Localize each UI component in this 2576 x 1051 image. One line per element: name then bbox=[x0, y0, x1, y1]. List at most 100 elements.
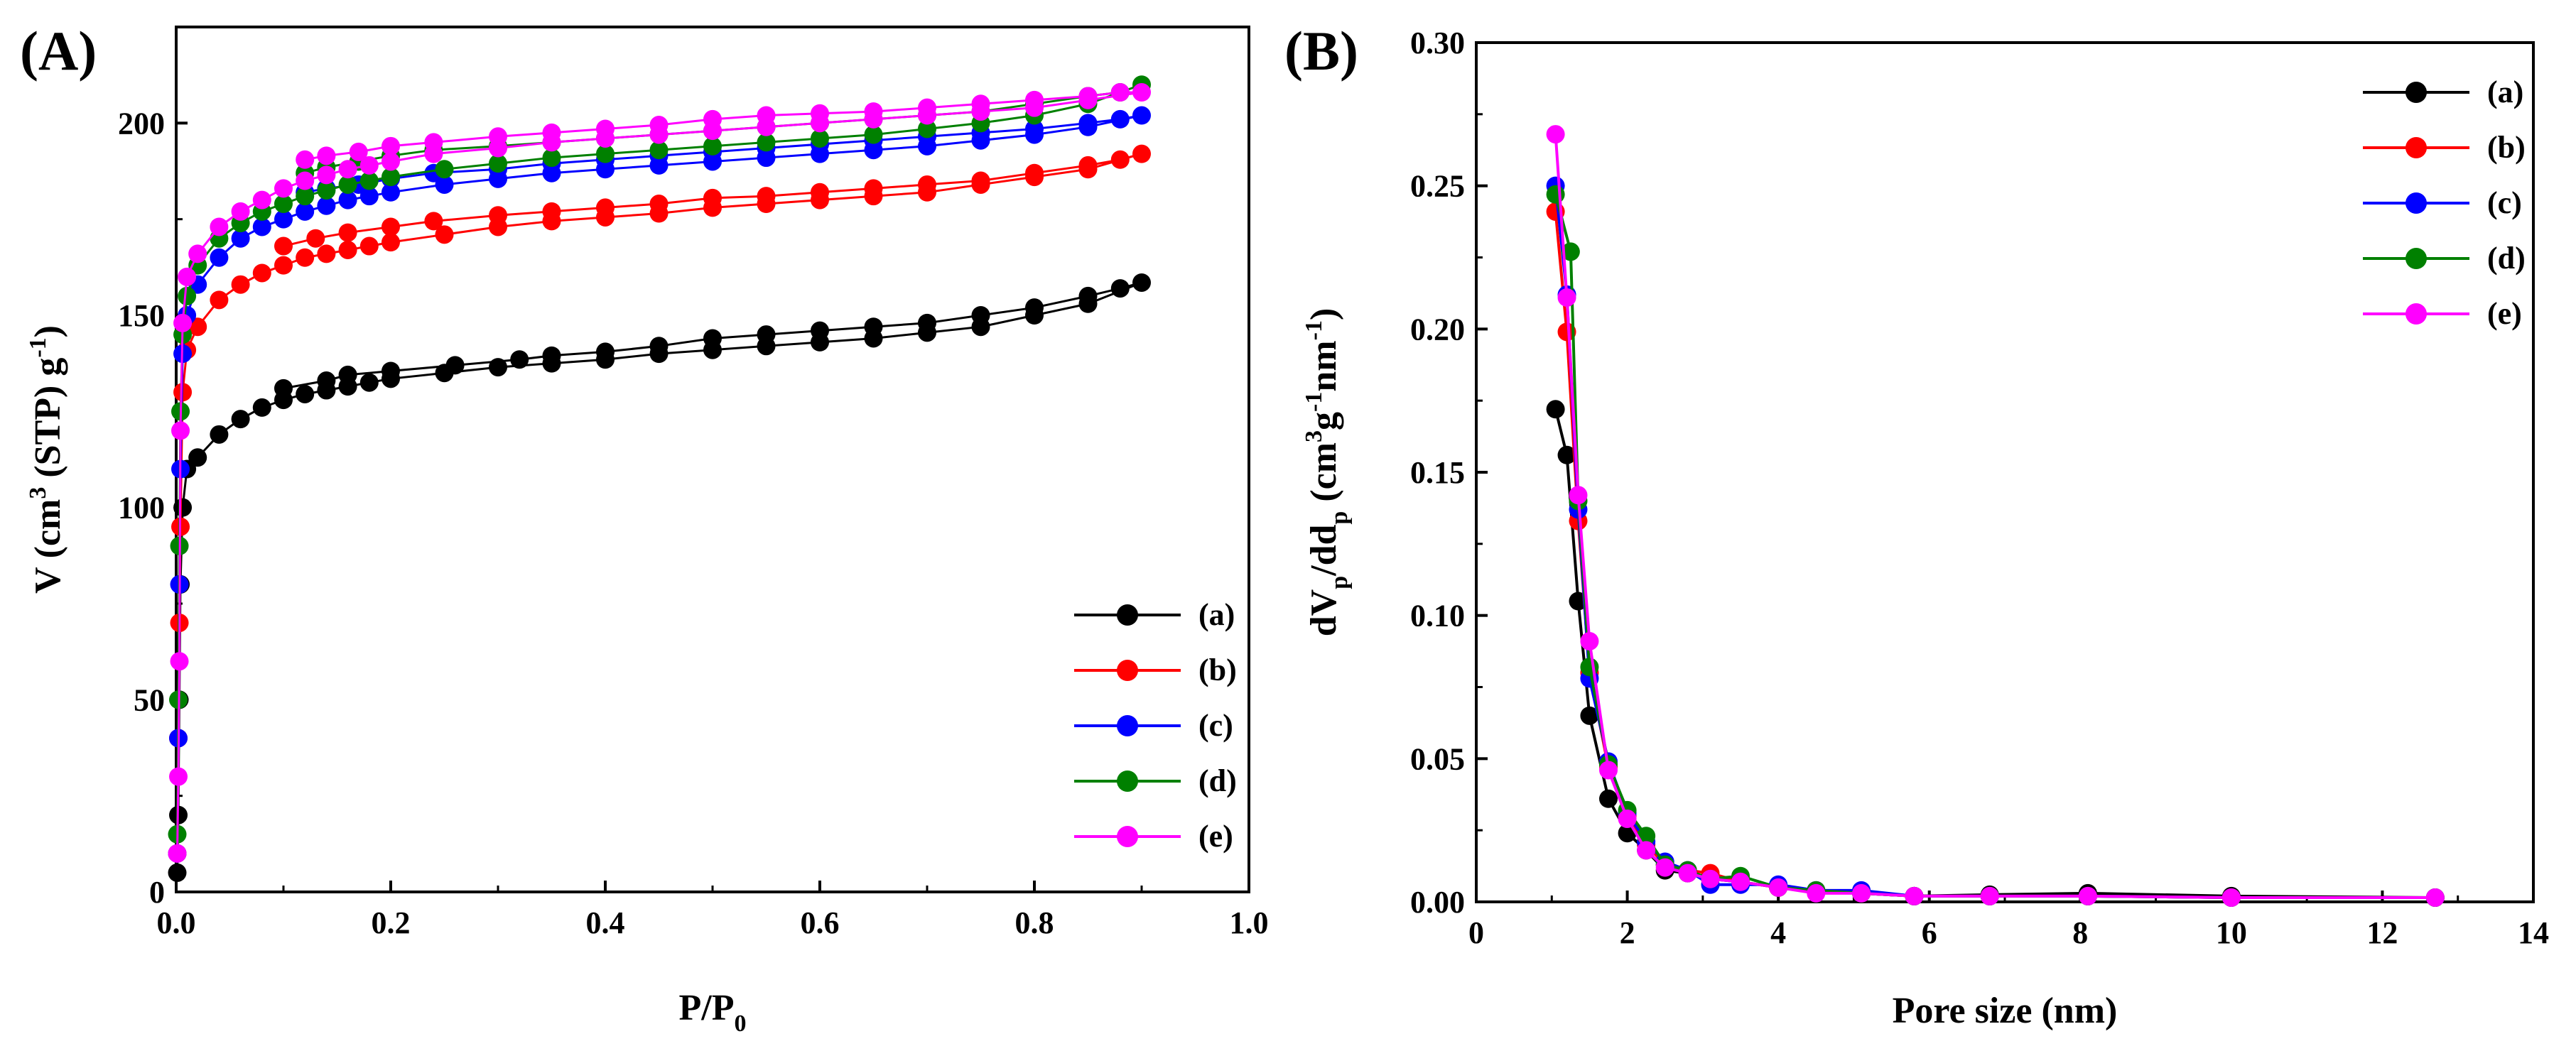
legend-label: (c) bbox=[1198, 708, 1233, 743]
data-point-e bbox=[1599, 761, 1618, 780]
data-point-e bbox=[811, 104, 829, 123]
data-point-e bbox=[703, 109, 722, 129]
a-x-tick-label: 0.6 bbox=[801, 905, 840, 940]
data-point-e bbox=[381, 152, 400, 171]
data-point-a bbox=[918, 313, 936, 332]
data-point-b bbox=[296, 248, 315, 267]
panel-b-y-label-f: ) bbox=[1304, 308, 1344, 320]
data-point-d bbox=[757, 133, 776, 152]
data-point-e bbox=[1569, 486, 1588, 505]
panel-b-y-label-sub1: p bbox=[1326, 576, 1353, 589]
data-point-e bbox=[424, 133, 443, 152]
data-point-a bbox=[188, 448, 207, 467]
series-line-c bbox=[176, 114, 1142, 854]
a-y-tick-label: 50 bbox=[134, 682, 165, 717]
b-x-tick-label: 12 bbox=[2366, 915, 2398, 950]
data-point-d bbox=[338, 175, 357, 194]
data-point-d bbox=[317, 181, 336, 200]
legend-label: (b) bbox=[1198, 653, 1237, 687]
panel-a-y-label-c: ) bbox=[28, 325, 68, 337]
data-point-b bbox=[306, 229, 325, 248]
data-point-e bbox=[210, 217, 229, 236]
data-point-b bbox=[971, 171, 990, 190]
data-point-b bbox=[274, 256, 293, 275]
legend-marker bbox=[2405, 137, 2427, 158]
panel-a-series bbox=[168, 75, 1151, 882]
data-point-c bbox=[317, 196, 336, 215]
legend-label: (c) bbox=[2487, 185, 2522, 220]
data-point-d bbox=[703, 136, 722, 156]
data-point-a bbox=[1580, 706, 1599, 725]
data-point-c bbox=[1110, 109, 1130, 129]
data-point-e bbox=[1980, 886, 1999, 905]
panel-b-y-label-b: /dd bbox=[1304, 525, 1344, 577]
data-point-e bbox=[1731, 872, 1750, 891]
legend-label: (e) bbox=[1198, 819, 1233, 854]
data-point-b bbox=[231, 275, 250, 294]
panel-b-x-axis-label: Pore size (nm) bbox=[1893, 991, 2118, 1031]
panel-b-y-axis-label: dVp/ddp (cm3g-1nm-1) bbox=[1301, 308, 1353, 637]
data-point-e bbox=[381, 136, 400, 156]
data-point-c bbox=[1132, 106, 1151, 125]
data-point-d bbox=[381, 168, 400, 187]
b-x-tick-label: 14 bbox=[2518, 915, 2549, 950]
a-x-tick-label: 1.0 bbox=[1230, 905, 1269, 940]
data-point-d bbox=[359, 171, 379, 190]
data-point-d bbox=[274, 195, 293, 214]
data-point-e bbox=[252, 190, 271, 209]
data-point-e bbox=[2221, 888, 2241, 907]
data-point-e bbox=[649, 116, 669, 135]
data-point-b bbox=[1025, 163, 1044, 183]
data-point-e bbox=[1852, 883, 1871, 903]
data-point-e bbox=[596, 119, 615, 138]
data-point-e bbox=[1655, 858, 1674, 877]
b-y-tick-label: 0.30 bbox=[1410, 26, 1465, 60]
data-point-e bbox=[1025, 90, 1044, 109]
b-y-tick-label: 0.20 bbox=[1410, 312, 1465, 347]
data-point-d bbox=[296, 187, 315, 206]
data-point-b bbox=[338, 240, 357, 259]
data-point-c bbox=[1078, 114, 1098, 133]
data-point-a bbox=[757, 325, 776, 344]
panel-b-y-label-sup2: -1 bbox=[1301, 392, 1327, 412]
series-line-b bbox=[1554, 211, 2435, 899]
b-x-tick-label: 6 bbox=[1922, 915, 1937, 950]
a-y-tick-label: 200 bbox=[118, 106, 165, 141]
data-point-e bbox=[757, 106, 776, 125]
data-point-a bbox=[510, 350, 529, 369]
data-point-e bbox=[489, 127, 507, 146]
panel-b-y-label-sup3: -1 bbox=[1301, 320, 1327, 340]
data-point-e bbox=[1905, 886, 1924, 905]
b-y-tick-label: 0.00 bbox=[1410, 885, 1465, 920]
a-x-tick-label: 0.2 bbox=[372, 905, 411, 940]
data-point-b bbox=[811, 183, 829, 202]
data-point-c bbox=[210, 248, 229, 267]
data-point-e bbox=[1769, 878, 1788, 897]
data-point-e bbox=[1618, 810, 1637, 829]
legend-marker bbox=[2405, 82, 2427, 103]
data-point-a bbox=[317, 371, 336, 391]
data-point-e bbox=[1557, 288, 1576, 307]
panel-b-y-label-e: nm bbox=[1304, 340, 1344, 391]
data-point-c bbox=[381, 183, 400, 202]
data-point-a bbox=[1557, 445, 1576, 464]
data-point-b bbox=[424, 212, 443, 231]
data-point-a bbox=[359, 373, 379, 392]
data-point-d bbox=[1580, 658, 1599, 677]
panel-b-legend: (a) (b) (c) (d) (e) bbox=[2363, 75, 2526, 331]
panel-b-y-label-a: dV bbox=[1304, 589, 1344, 636]
data-point-b bbox=[596, 198, 615, 217]
data-point-e bbox=[338, 160, 357, 179]
data-point-b bbox=[1110, 150, 1130, 169]
data-point-e bbox=[542, 123, 561, 142]
legend-label: (a) bbox=[2487, 75, 2523, 109]
data-point-a bbox=[649, 337, 669, 356]
data-point-c bbox=[274, 209, 293, 229]
data-point-c bbox=[252, 217, 271, 236]
data-point-e bbox=[2078, 886, 2097, 905]
data-point-d bbox=[542, 148, 561, 168]
panel-b: (B) 0 2 4 6 8 10 12 140.000.050.100.150.200.250… bbox=[1284, 20, 2549, 1031]
data-point-e bbox=[918, 98, 936, 117]
data-point-a bbox=[210, 425, 229, 444]
data-point-e bbox=[1637, 841, 1656, 860]
